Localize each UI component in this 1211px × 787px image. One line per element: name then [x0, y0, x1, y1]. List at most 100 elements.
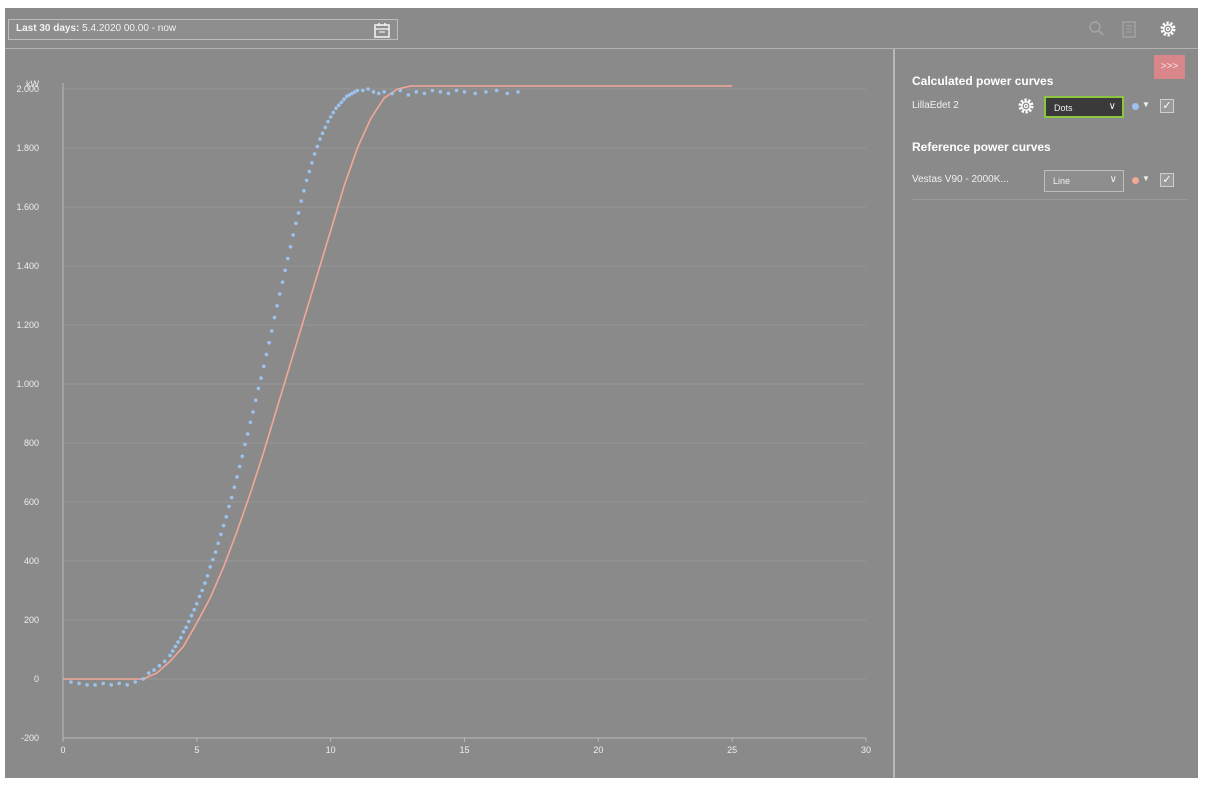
data-point: [152, 668, 156, 672]
document-icon[interactable]: [1119, 19, 1139, 39]
y-tick-label: 1.000: [16, 379, 39, 389]
reference-curve-row: Vestas V90 - 2000K... Line ∨ ▼ ✓: [912, 169, 1188, 200]
curve-color-picker[interactable]: ▼: [1130, 100, 1152, 113]
curve-style-select[interactable]: Line ∨: [1044, 170, 1124, 192]
toolbar: Last 30 days: 5.4.2020 00.00 - now: [5, 8, 1198, 49]
data-point: [229, 495, 234, 500]
data-point: [302, 189, 306, 193]
y-tick-label: 2.000: [16, 84, 39, 94]
collapse-panel-button[interactable]: >>>: [1154, 55, 1185, 79]
caret-down-icon: ▼: [1142, 174, 1150, 183]
data-point: [168, 653, 172, 658]
y-tick-label: 800: [24, 438, 39, 448]
data-point: [382, 90, 387, 94]
data-point: [197, 594, 202, 599]
data-point: [286, 256, 290, 261]
data-point: [262, 364, 266, 369]
data-point: [224, 515, 229, 519]
data-point: [272, 315, 277, 320]
curve-name: Vestas V90 - 2000K...: [912, 174, 1009, 185]
data-point: [310, 161, 314, 165]
data-point: [312, 152, 317, 156]
data-point: [176, 640, 180, 644]
data-point: [240, 454, 245, 459]
calculated-curve-row: LillaEdet 2 Dots ∨ ▼ ✓: [912, 95, 1188, 119]
data-point: [505, 91, 510, 96]
caret-down-icon: ▼: [1142, 100, 1150, 109]
data-point: [208, 565, 212, 569]
data-point: [200, 588, 204, 593]
data-point: [146, 671, 151, 675]
data-point: [307, 169, 312, 174]
panel-divider[interactable]: [893, 49, 895, 778]
data-point: [141, 677, 146, 681]
data-point: [296, 211, 301, 215]
data-point: [211, 557, 215, 562]
date-range-prefix: Last 30 days:: [16, 23, 80, 34]
x-tick-label: 30: [861, 745, 871, 755]
data-point: [473, 91, 478, 96]
data-point: [232, 485, 237, 490]
data-point: [355, 88, 360, 93]
curve-visible-checkbox[interactable]: ✓: [1160, 99, 1174, 113]
color-swatch: [1132, 103, 1139, 110]
data-point: [237, 464, 242, 469]
y-tick-label: 1.200: [16, 320, 39, 330]
data-point: [275, 304, 279, 308]
y-tick-label: 1.800: [16, 143, 39, 153]
data-point: [245, 432, 250, 436]
data-point: [179, 635, 183, 640]
data-point: [101, 681, 105, 686]
data-point: [377, 91, 381, 96]
data-point: [184, 625, 188, 630]
curve-style-select[interactable]: Dots ∨: [1044, 96, 1124, 118]
data-point: [342, 97, 346, 102]
x-tick-label: 25: [727, 745, 737, 755]
x-tick-label: 0: [60, 745, 65, 755]
data-point: [414, 90, 419, 94]
y-tick-label: 600: [24, 497, 39, 507]
data-point: [264, 352, 269, 357]
y-tick-label: 1.600: [16, 202, 39, 212]
data-point: [192, 607, 196, 612]
data-point: [213, 550, 218, 554]
data-point: [361, 88, 365, 93]
curve-settings-gear-icon[interactable]: [1016, 96, 1036, 116]
curves-panel: >>> Calculated power curves LillaEdet 2 …: [896, 49, 1198, 778]
x-tick-label: 10: [326, 745, 336, 755]
data-point: [203, 581, 207, 585]
y-tick-label: -200: [21, 733, 39, 743]
data-point: [334, 106, 338, 110]
data-point: [93, 683, 97, 687]
data-point: [406, 93, 411, 97]
date-range-text: Last 30 days: 5.4.2020 00.00 - now: [16, 23, 176, 34]
y-tick-label: 1.400: [16, 261, 39, 271]
x-tick-label: 5: [194, 745, 199, 755]
curve-visible-checkbox[interactable]: ✓: [1160, 173, 1174, 187]
curve-color-picker[interactable]: ▼: [1130, 174, 1152, 187]
date-range-value: 5.4.2020 00.00 - now: [82, 23, 177, 34]
data-point: [189, 613, 194, 618]
data-point: [454, 88, 459, 93]
data-point: [173, 644, 178, 649]
data-point: [304, 178, 309, 183]
data-point: [294, 221, 298, 225]
data-point: [216, 541, 220, 546]
search-icon[interactable]: [1087, 19, 1107, 39]
data-point: [347, 93, 352, 97]
data-point: [278, 292, 282, 296]
data-point: [85, 683, 89, 687]
date-range-picker[interactable]: Last 30 days: 5.4.2020 00.00 - now: [8, 19, 398, 40]
y-tick-label: 0: [34, 674, 39, 684]
data-point: [117, 681, 121, 686]
data-point: [484, 90, 488, 94]
reference-curve-line: [63, 85, 733, 680]
data-point: [133, 680, 138, 684]
curve-style-value: Dots: [1054, 103, 1073, 113]
calendar-icon[interactable]: [373, 21, 391, 39]
data-point: [248, 420, 253, 425]
data-point: [157, 663, 162, 668]
data-point: [235, 475, 239, 479]
data-point: [195, 602, 199, 606]
gear-icon[interactable]: [1158, 19, 1178, 39]
